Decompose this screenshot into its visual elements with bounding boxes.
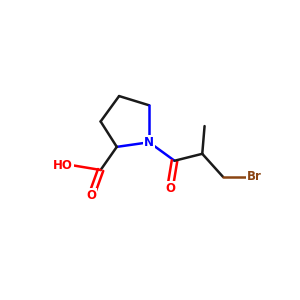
Text: N: N [144,136,154,149]
Text: O: O [165,182,175,195]
Text: O: O [86,189,96,202]
Text: HO: HO [53,159,73,172]
Text: Br: Br [247,170,262,183]
